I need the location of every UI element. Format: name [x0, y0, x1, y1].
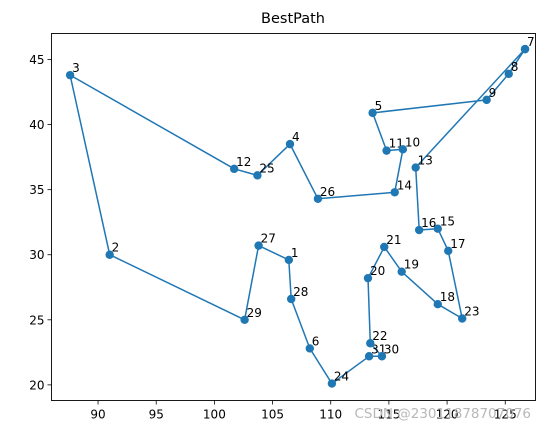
city-label: 25: [259, 161, 274, 175]
city-point: [285, 139, 295, 149]
city-point: [366, 339, 375, 348]
city-point: [398, 145, 408, 154]
x-tick-label: 90: [90, 408, 105, 422]
chart-title: BestPath: [261, 11, 325, 27]
city-label: 22: [372, 329, 387, 343]
city-point: [414, 225, 424, 235]
city-label: 21: [386, 233, 401, 247]
city-label: 4: [292, 130, 300, 144]
city-label: 15: [440, 215, 455, 229]
city-label: 27: [261, 232, 276, 246]
city-point: [482, 95, 491, 105]
x-tick-label: 110: [319, 408, 342, 422]
city-point: [284, 255, 294, 265]
city-point: [240, 315, 249, 325]
city-label: 20: [370, 264, 385, 278]
city-label: 3: [72, 61, 80, 75]
city-point: [286, 294, 296, 304]
y-tick-label: 45: [29, 53, 44, 67]
city-label: 6: [312, 334, 320, 348]
x-tick-label: 115: [377, 408, 400, 422]
city-point: [368, 108, 377, 118]
city-point: [377, 352, 387, 361]
city-point: [382, 146, 391, 155]
city-point: [313, 194, 323, 203]
y-tick-label: 25: [29, 313, 44, 327]
city-point: [380, 242, 389, 252]
city-label: 8: [511, 60, 519, 74]
city-label: 2: [112, 241, 120, 255]
y-tick-label: 40: [29, 118, 44, 132]
city-label: 29: [247, 306, 262, 320]
watermark: CSDN @23011878707076: [354, 406, 531, 422]
city-point: [433, 224, 442, 233]
city-point: [363, 273, 373, 283]
x-tick-label: 105: [261, 408, 284, 422]
city-label: 7: [527, 35, 535, 49]
city-label: 30: [384, 342, 399, 356]
city-label: 24: [334, 370, 349, 384]
city-label: 28: [293, 285, 308, 299]
city-label: 18: [440, 290, 455, 304]
city-point: [397, 267, 406, 276]
city-point: [229, 164, 239, 174]
city-point: [504, 69, 513, 79]
y-tick-label: 35: [29, 183, 44, 197]
city-label: 23: [464, 305, 479, 319]
city-label: 1: [291, 246, 299, 260]
city-point: [390, 188, 399, 197]
city-point: [411, 163, 420, 172]
city-point: [65, 70, 75, 80]
city-point: [305, 344, 314, 353]
city-point: [520, 44, 530, 54]
x-tick-label: 100: [203, 408, 226, 422]
x-tick-label: 120: [436, 408, 459, 422]
city-label: 19: [404, 258, 419, 272]
city-label: 5: [375, 99, 383, 113]
city-point: [458, 314, 467, 323]
x-tick-label: 125: [494, 408, 517, 422]
path-line: [69, 48, 526, 385]
city-point: [327, 379, 337, 388]
city-label: 10: [405, 135, 420, 149]
city-label: 14: [397, 178, 412, 192]
city-label: 9: [489, 86, 497, 100]
axes-frame: [51, 33, 536, 401]
city-label: 26: [320, 185, 335, 199]
x-tick-label: 95: [149, 408, 164, 422]
city-label: 17: [450, 237, 465, 251]
city-point: [433, 299, 442, 309]
y-tick-label: 20: [29, 378, 44, 392]
city-label: 16: [421, 216, 436, 230]
city-point: [364, 352, 374, 361]
city-point: [444, 246, 453, 256]
city-point: [105, 250, 114, 259]
city-point: [253, 171, 262, 180]
city-label: 12: [236, 155, 251, 169]
city-point: [254, 241, 263, 250]
city-label: 13: [418, 154, 433, 168]
y-tick-label: 30: [29, 248, 44, 262]
